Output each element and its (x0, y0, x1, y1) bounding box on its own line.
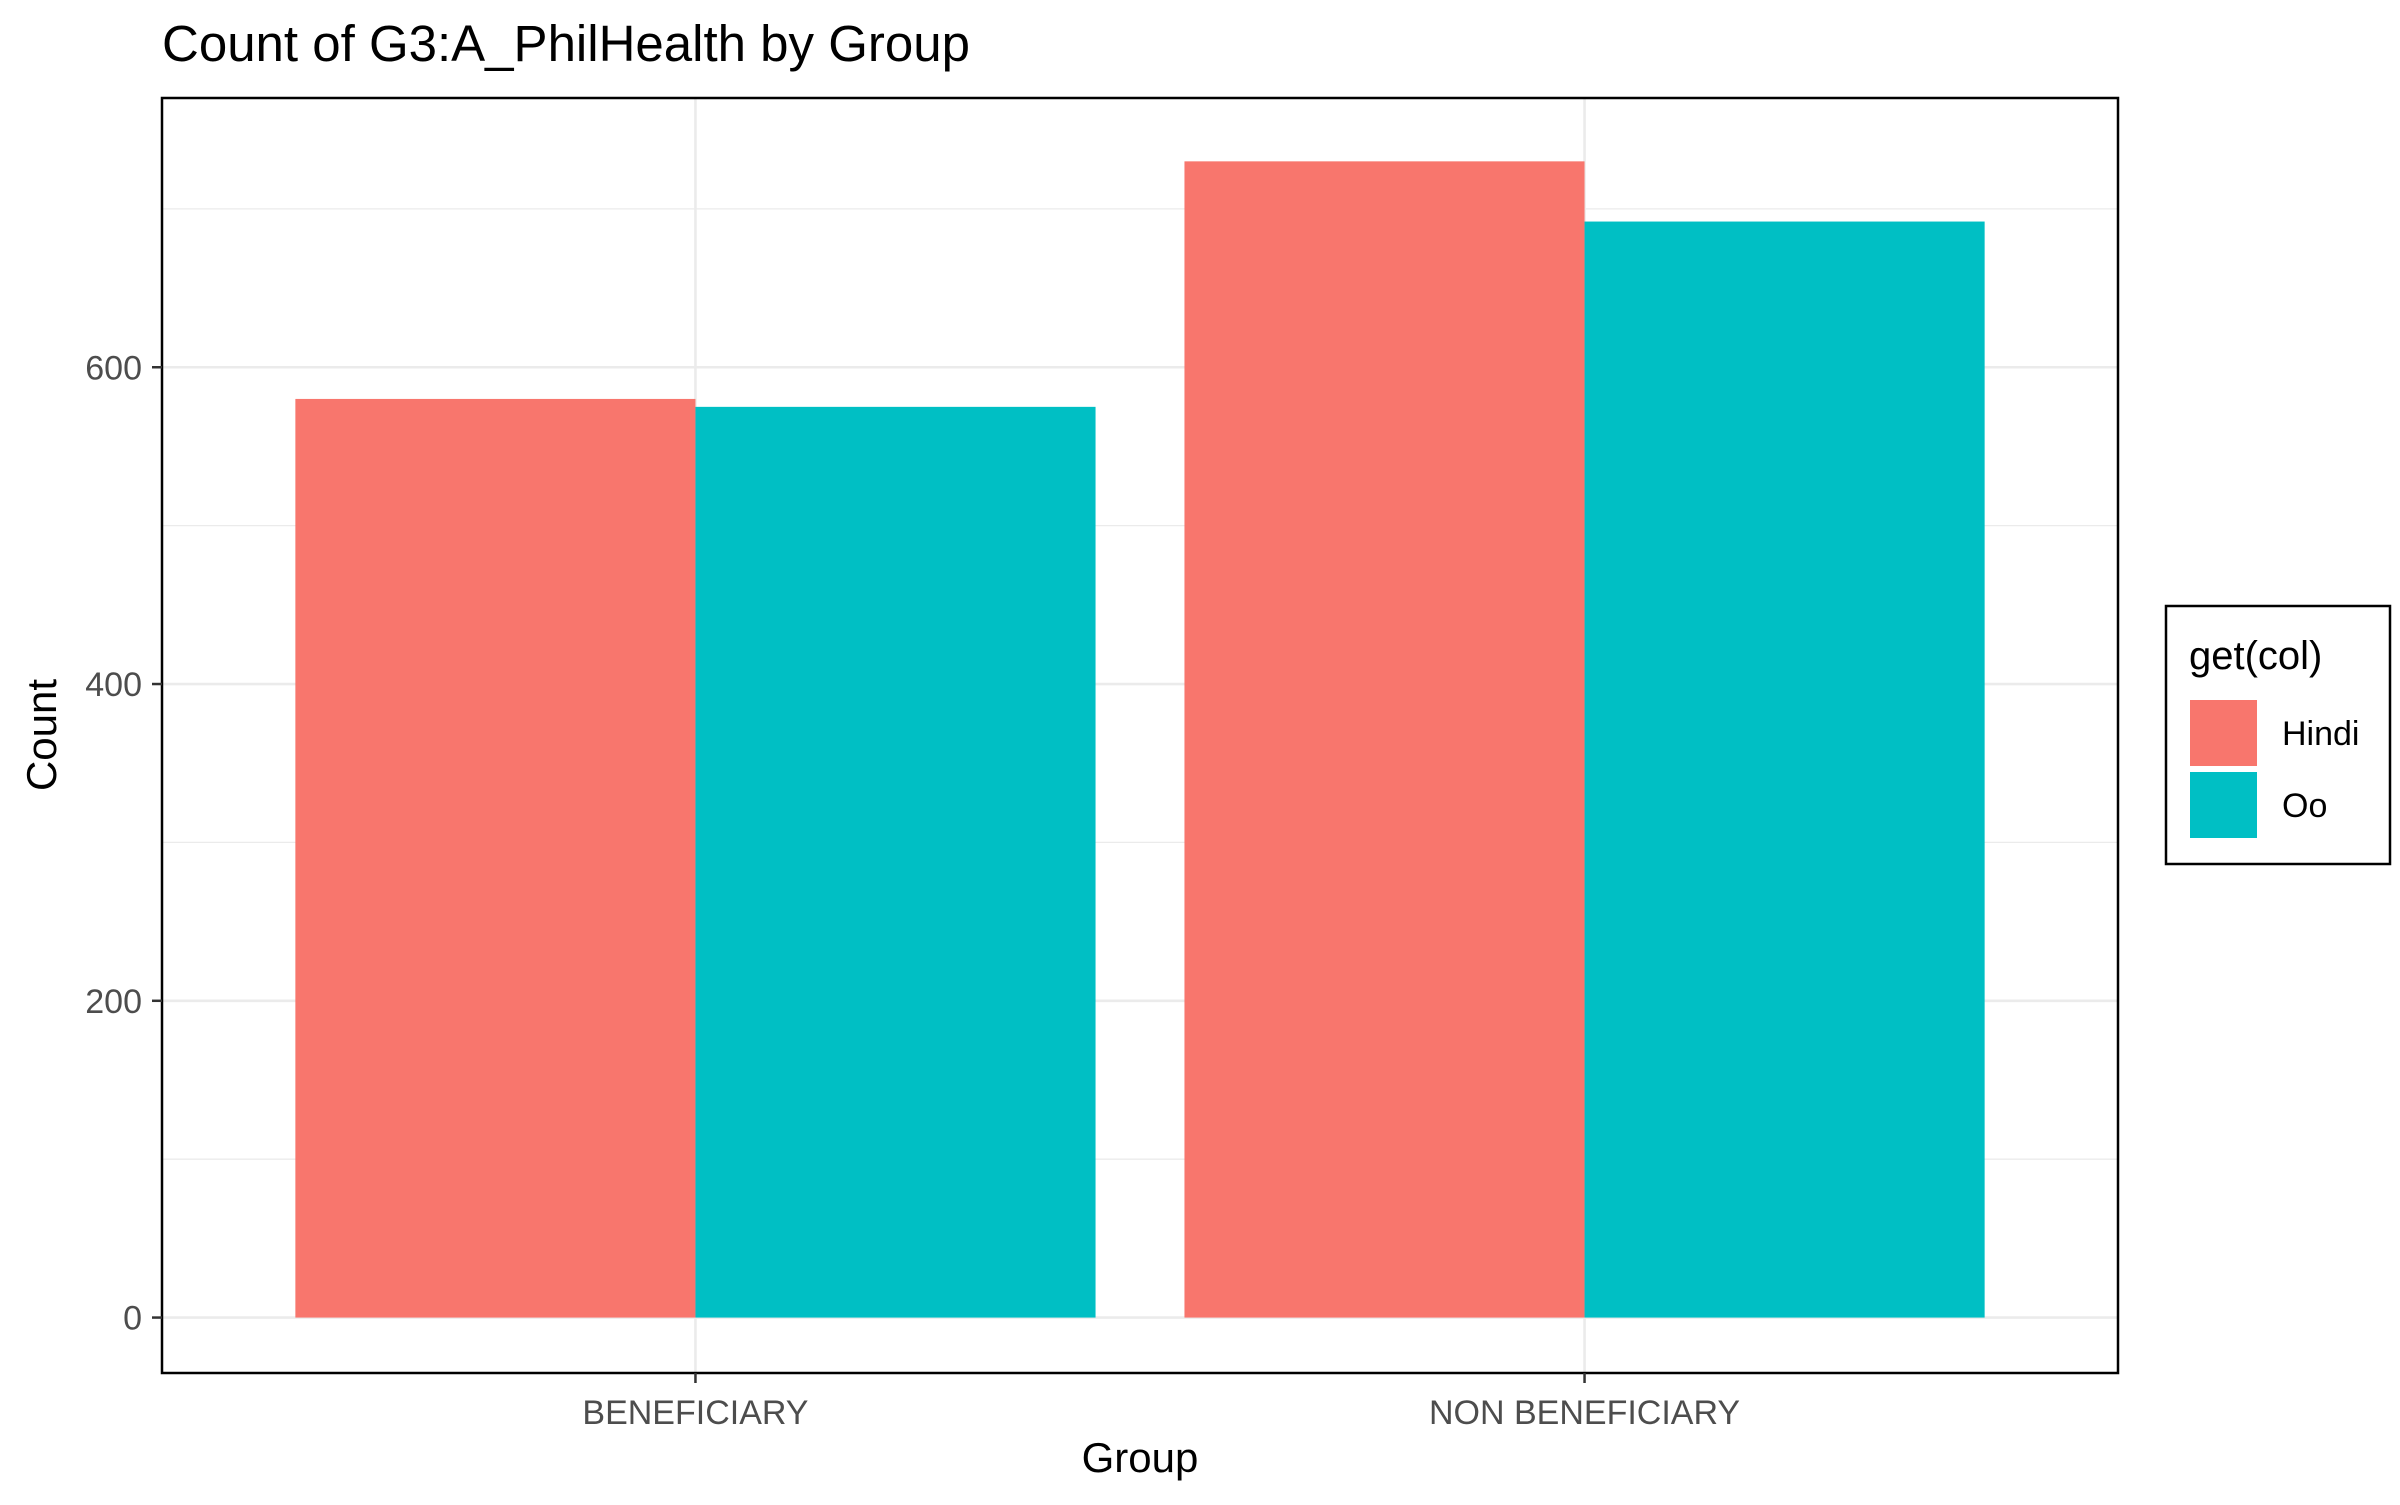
bars (295, 161, 1985, 1318)
x-tick-label-0: BENEFICIARY (582, 1394, 808, 1432)
y-tick-label-1: 200 (85, 983, 142, 1021)
legend-swatch-oo (2190, 772, 2257, 838)
x-axis-label: Group (1082, 1434, 1199, 1481)
bar-hindi-1 (1184, 161, 1585, 1318)
bar-hindi-0 (295, 398, 696, 1318)
y-axis-label: Count (18, 679, 65, 791)
y-tick-label-2: 400 (85, 666, 142, 704)
legend: get(col) Hindi Oo (2164, 604, 2392, 866)
legend-label-oo: Oo (2282, 787, 2327, 825)
plot-area (160, 96, 2120, 1375)
x-axis: BENEFICIARY NON BENEFICIARY (582, 1373, 1740, 1432)
bar-oo-0 (695, 406, 1096, 1318)
legend-title: get(col) (2189, 634, 2322, 678)
plot-border (160, 96, 2120, 1375)
y-tick-label-0: 0 (123, 1300, 142, 1338)
y-axis: 0 200 400 600 (85, 349, 162, 1338)
y-tick-label-3: 600 (85, 349, 142, 387)
x-tick-label-1: NON BENEFICIARY (1429, 1394, 1740, 1432)
legend-label-hindi: Hindi (2282, 715, 2359, 753)
legend-swatch-hindi (2190, 700, 2257, 766)
chart-title: Count of G3:A_PhilHealth by Group (162, 15, 970, 72)
bar-oo-1 (1584, 221, 1985, 1318)
